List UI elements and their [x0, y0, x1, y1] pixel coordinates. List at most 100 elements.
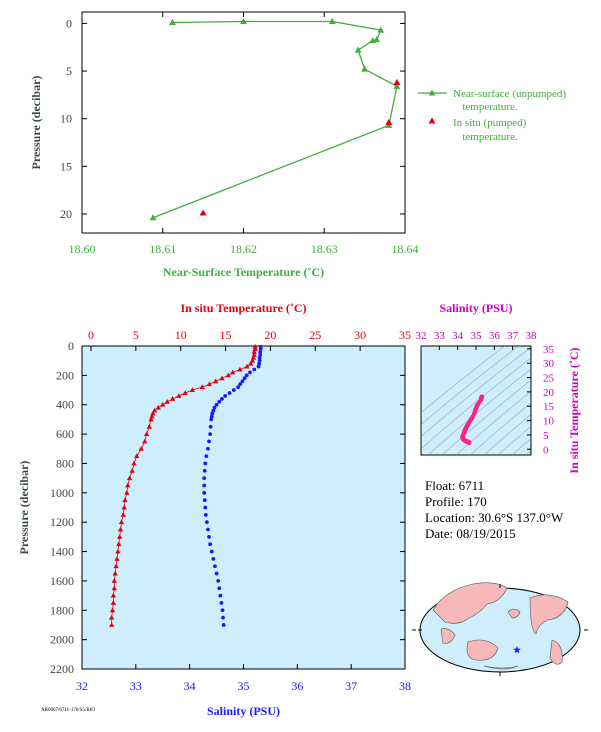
temperature-point	[117, 526, 124, 532]
ts-temperature-axis-label: In situ Temperature (˚C)	[567, 347, 581, 473]
salinity-point	[203, 512, 208, 517]
temperature-point	[225, 372, 231, 378]
salinity-tick-label: 35	[238, 679, 250, 693]
salinity-point	[240, 379, 245, 384]
ts-sal-tick-label: 38	[526, 330, 538, 342]
salinity-point	[252, 367, 257, 372]
ts-isopycnals	[421, 346, 531, 455]
x-tick-label: 18.61	[149, 242, 176, 256]
pressure-tick-label: 1200	[50, 515, 74, 529]
temperature-point	[176, 393, 182, 398]
float-label: Float: 6711	[425, 478, 485, 493]
temperature-point	[143, 431, 150, 437]
salinity-point	[220, 396, 224, 401]
temperature-point	[237, 366, 243, 372]
near-surface-y-axis-label: Pressure (decibar)	[29, 76, 43, 170]
temperature-point	[125, 482, 131, 488]
salinity-point	[217, 586, 222, 591]
temperature-point	[213, 378, 219, 384]
in-situ-point	[393, 78, 401, 86]
map-land	[529, 594, 569, 635]
ts-temp-tick-label: 15	[543, 401, 555, 413]
isopycnal	[421, 346, 531, 437]
temperature-point	[129, 467, 135, 473]
salinity-point	[202, 498, 207, 503]
ts-sal-tick-label: 34	[452, 330, 464, 342]
map-land	[466, 639, 499, 661]
legend-near-surface-label: Near-surface (unpumped)	[453, 88, 566, 100]
temp-tick-label: 5	[133, 328, 139, 342]
salinity-point	[242, 376, 247, 381]
salinity-tick-label: 37	[345, 679, 357, 693]
temp-tick-label: 10	[175, 328, 187, 342]
temperature-point	[206, 381, 213, 387]
salinity-point	[208, 424, 213, 429]
salinity-point	[238, 382, 243, 387]
ts-temp-tick-label: 0	[543, 444, 549, 456]
salinity-point	[227, 391, 232, 395]
salinity-point	[202, 476, 207, 481]
near-surface-point	[373, 36, 381, 43]
legend-near-surface-marker	[428, 89, 436, 96]
temperature-point	[108, 622, 115, 627]
temperature-point	[115, 548, 121, 554]
salinity-point	[214, 571, 219, 576]
salinity-point	[258, 347, 263, 351]
salinity-point	[257, 355, 262, 360]
temperature-point	[155, 404, 161, 410]
isopycnal	[511, 437, 531, 455]
salinity-point	[248, 370, 252, 375]
salinity-point	[204, 454, 209, 459]
salinity-point	[202, 468, 207, 473]
near-surface-point	[393, 82, 401, 89]
salinity-point	[203, 461, 208, 466]
float-location-star-icon	[513, 646, 521, 654]
near-surface-point	[328, 17, 336, 25]
in-situ-point	[385, 118, 393, 126]
salinity-axis-label: Salinity (PSU)	[207, 704, 280, 718]
salinity-tick-label: 33	[130, 679, 142, 693]
temperature-point	[230, 369, 236, 375]
profile-y-axis-label: Pressure (decibar)	[17, 461, 31, 555]
temp-tick-label: 15	[220, 328, 232, 342]
salinity-point	[244, 373, 249, 378]
x-tick-label: 18.62	[230, 242, 257, 256]
salinity-point	[202, 483, 207, 488]
temperature-point	[122, 497, 128, 503]
near-surface-point	[354, 46, 362, 53]
temp-tick-label: 25	[309, 328, 321, 342]
temperature-point	[113, 563, 119, 569]
salinity-point	[258, 352, 263, 357]
salinity-point	[209, 414, 214, 419]
near-surface-frame	[81, 11, 406, 234]
pressure-tick-label: 2000	[50, 633, 74, 647]
temp-tick-label: 35	[399, 328, 411, 342]
salinity-point	[211, 408, 216, 413]
near-surface-point	[149, 214, 157, 221]
salinity-point	[219, 601, 224, 605]
legend-near-surface-label: temperature.	[462, 101, 518, 113]
pressure-tick-label: 1800	[50, 603, 74, 617]
salinity-point	[236, 385, 241, 390]
near-surface-point	[361, 65, 369, 72]
pressure-tick-label: 0	[68, 339, 74, 353]
temperature-point	[117, 534, 123, 539]
salinity-point	[210, 411, 215, 416]
salinity-point	[258, 349, 263, 354]
salinity-point	[221, 623, 226, 627]
ts-temp-tick-label: 10	[543, 416, 555, 428]
temperature-point	[114, 556, 120, 561]
ts-temp-tick-label: 5	[543, 430, 549, 442]
y-tick-label: 10	[60, 112, 72, 126]
salinity-point	[207, 534, 211, 539]
temperature-point	[249, 357, 256, 363]
location-label: Location: 30.6°S 137.0°W	[425, 510, 564, 525]
legend-in-situ-marker	[428, 117, 436, 124]
isopycnal	[497, 425, 531, 455]
salinity-tick-label: 34	[184, 679, 196, 693]
salinity-point	[203, 505, 208, 510]
temperature-point	[110, 592, 117, 598]
temperature-point	[138, 445, 144, 451]
footer-code: AR0067/6711-170/S5/BIO	[41, 708, 95, 713]
salinity-point	[218, 593, 223, 598]
